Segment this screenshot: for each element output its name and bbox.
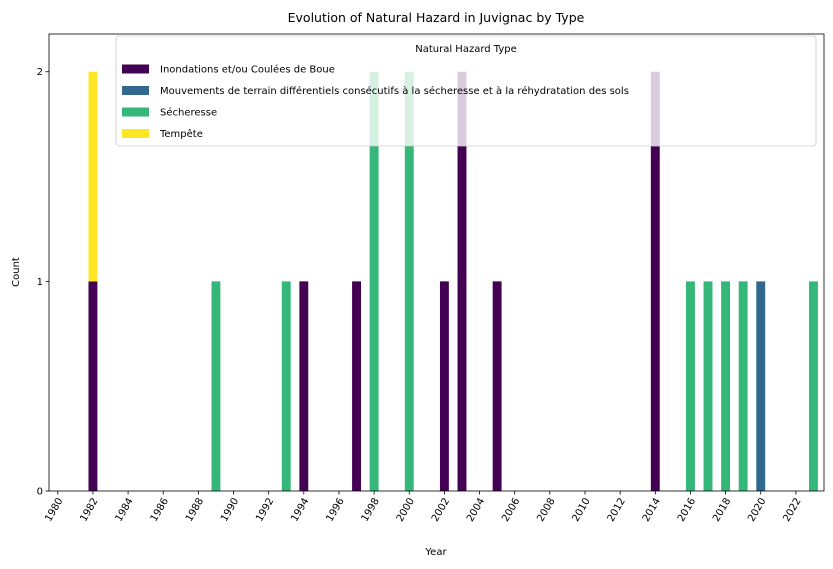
bar-series0-1982	[88, 281, 98, 491]
legend-swatch	[122, 129, 149, 138]
legend-swatch	[122, 86, 149, 95]
y-tick-label: 2	[37, 67, 43, 78]
y-axis: 0 1 2	[37, 67, 49, 498]
legend-label: Inondations et/ou Coulées de Boue	[160, 64, 335, 76]
bar-series2-2016	[685, 281, 695, 491]
legend-label: Sécheresse	[160, 107, 217, 119]
legend-swatch	[122, 107, 149, 117]
bar-series2-2018	[721, 281, 731, 491]
legend: Natural Hazard Type Inondations et/ou Co…	[115, 35, 817, 147]
chart-title: Evolution of Natural Hazard in Juvignac …	[288, 10, 585, 25]
y-tick-label: 1	[37, 277, 43, 288]
bar-series0-2014	[650, 71, 660, 491]
bar-series2-2017	[703, 281, 713, 491]
legend-box	[115, 35, 817, 147]
bar-series0-1994	[299, 281, 309, 491]
x-axis-title: Year	[424, 547, 447, 558]
bar-series2-2000	[404, 71, 414, 491]
legend-title: Natural Hazard Type	[415, 44, 517, 55]
bar-series2-2019	[738, 281, 748, 491]
y-axis-title: Count	[11, 257, 22, 287]
bar-series2-2023	[809, 281, 818, 491]
bar-series1-2020	[756, 281, 766, 491]
bar-series0-1997	[352, 281, 361, 491]
legend-label: Mouvements de terrain différentiels cons…	[160, 85, 629, 97]
plot-frame	[48, 33, 825, 492]
bar-series0-2005	[492, 281, 502, 491]
bars-layer	[88, 71, 818, 491]
y-tick-label: 0	[37, 487, 43, 498]
bar-series2-1989	[211, 281, 221, 491]
bar-series2-1998	[369, 71, 379, 491]
legend-swatch	[122, 64, 149, 74]
bar-series0-2002	[439, 281, 449, 491]
legend-label: Tempête	[159, 128, 203, 140]
bar-series3-1982	[88, 71, 98, 282]
bar-series2-1993	[281, 281, 291, 491]
bar-series0-2003	[457, 71, 467, 491]
